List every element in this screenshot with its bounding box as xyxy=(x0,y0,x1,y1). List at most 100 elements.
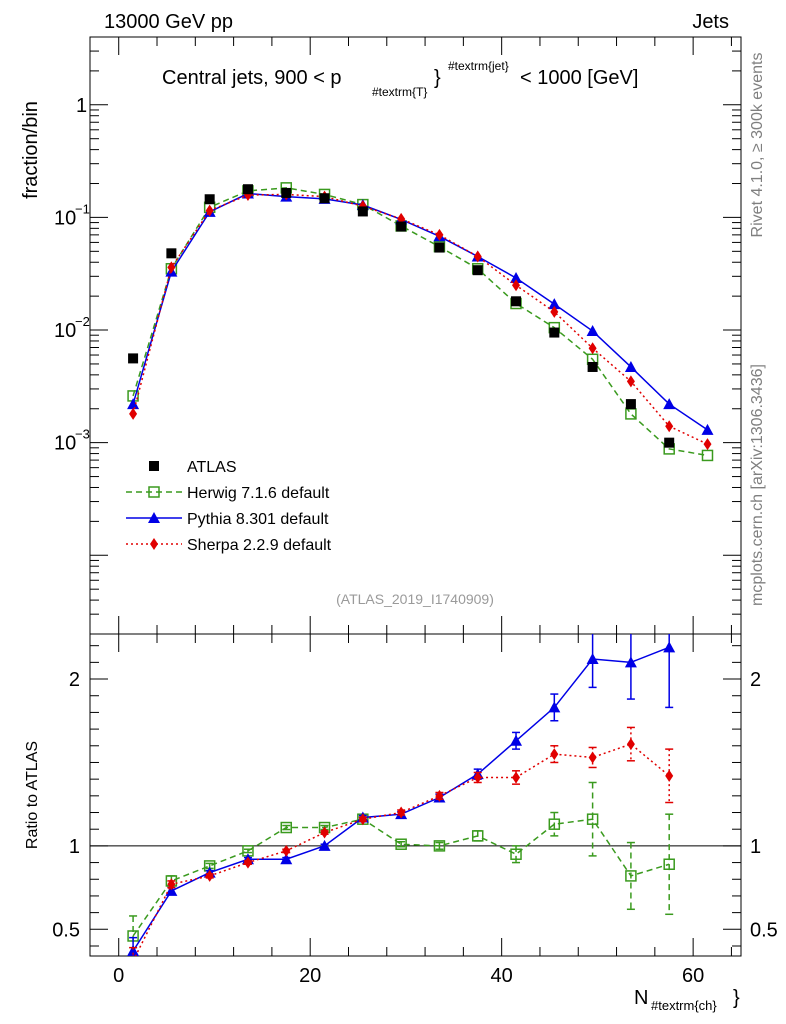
ratio-ylabel: Ratio to ATLAS xyxy=(24,741,41,849)
data-point xyxy=(132,955,134,956)
data-point xyxy=(242,184,253,195)
legend-marker xyxy=(148,486,160,498)
legend-marker xyxy=(148,512,160,523)
series-line xyxy=(132,187,708,457)
data-point xyxy=(625,399,636,410)
data-point xyxy=(550,748,559,761)
data-point xyxy=(282,844,291,857)
main-series-pythia xyxy=(127,187,714,435)
ratio-y-tick-label: 2 xyxy=(69,669,80,691)
main-axis-ticks: 110−110−210−3 xyxy=(54,36,741,635)
xlabel-brace: } xyxy=(733,987,740,1009)
main-series-layer xyxy=(127,182,714,462)
ratio-plot-frame xyxy=(89,633,742,957)
ratio-y-tick-label-right: 2 xyxy=(750,669,761,691)
x-tick-label: 40 xyxy=(491,965,513,987)
series-line xyxy=(132,818,670,937)
side-label-rivet: Rivet 4.1.0, ≥ 300k events xyxy=(749,53,766,238)
title-sup: #textrm{jet} xyxy=(448,59,509,73)
data-point xyxy=(127,944,140,956)
legend-label: Pythia 8.301 default xyxy=(187,511,329,528)
legend-item: ATLAS xyxy=(149,459,237,476)
y-tick-label: 1 xyxy=(76,95,87,117)
data-point xyxy=(243,856,252,869)
data-point xyxy=(472,265,483,276)
y-tick-label: 10 xyxy=(54,433,76,455)
data-point xyxy=(626,738,635,751)
legend-item: Pythia 8.301 default xyxy=(126,511,329,528)
title-post: < 1000 [GeV] xyxy=(520,67,638,89)
y-tick-exponent: −3 xyxy=(75,427,90,442)
legend: ATLAS Herwig 7.1.6 default Pythia 8.301 de… xyxy=(126,459,332,554)
data-point xyxy=(703,438,712,451)
xlabel-sub: #textrm{ch} xyxy=(651,998,717,1013)
y-tick-exponent: −2 xyxy=(75,314,90,329)
side-label-mcplots: mcplots.cern.ch [arXiv:1306.3436] xyxy=(749,364,766,606)
ratio-y-tick-label: 1 xyxy=(69,836,80,858)
legend-item: Sherpa 2.2.9 default xyxy=(126,537,332,554)
analysis-watermark: (ATLAS_2019_I1740909) xyxy=(336,591,494,607)
data-point xyxy=(395,838,407,850)
data-point xyxy=(665,420,674,433)
data-point xyxy=(664,437,675,448)
title-pre: Central jets, 900 < p xyxy=(162,67,342,89)
data-point xyxy=(165,884,178,896)
data-point xyxy=(129,407,138,420)
data-point xyxy=(512,771,521,784)
data-point xyxy=(167,878,176,891)
data-point xyxy=(510,848,522,860)
main-series-atlas xyxy=(128,184,675,448)
data-point xyxy=(358,813,367,826)
data-point xyxy=(548,701,561,713)
data-point xyxy=(548,298,561,310)
series-line xyxy=(134,743,670,956)
x-axis-label: N #textrm{ch} } xyxy=(634,987,740,1013)
legend-label: Herwig 7.1.6 default xyxy=(187,485,330,502)
data-point xyxy=(663,858,675,870)
data-point xyxy=(396,221,407,232)
data-point xyxy=(357,206,368,217)
data-point xyxy=(280,821,293,834)
data-point xyxy=(205,869,214,882)
ratio-y-tick-label: 0.5 xyxy=(52,919,80,941)
main-ylabel: fraction/bin xyxy=(20,101,42,199)
data-point xyxy=(280,853,293,865)
data-point xyxy=(701,449,714,462)
x-tick-label: 60 xyxy=(682,965,704,987)
data-point xyxy=(510,734,523,746)
data-point xyxy=(586,653,599,665)
data-point xyxy=(624,360,637,372)
data-point xyxy=(435,789,444,802)
data-point xyxy=(549,327,560,338)
ratio-series-pythia xyxy=(127,634,676,956)
data-point xyxy=(128,353,139,364)
data-point xyxy=(510,271,523,283)
title-sub: #textrm{T} xyxy=(372,85,427,99)
legend-item: Herwig 7.1.6 default xyxy=(126,485,330,502)
data-point xyxy=(166,248,177,259)
data-point xyxy=(626,375,635,388)
x-tick-label: 20 xyxy=(299,965,321,987)
data-point xyxy=(127,398,140,410)
series-line xyxy=(132,193,708,445)
series-line xyxy=(132,192,708,431)
data-point xyxy=(701,423,714,435)
data-point xyxy=(473,250,482,263)
data-point xyxy=(205,204,214,217)
data-point xyxy=(586,325,599,337)
data-point xyxy=(588,751,597,764)
xlabel-main: N xyxy=(634,987,648,1009)
data-point xyxy=(434,242,445,253)
data-point xyxy=(548,818,561,830)
main-title: Central jets, 900 < p #textrm{T} } #text… xyxy=(162,59,638,99)
legend-label: Sherpa 2.2.9 default xyxy=(187,537,332,554)
data-point xyxy=(624,656,637,668)
data-point xyxy=(587,361,598,372)
data-point xyxy=(319,193,330,204)
data-point xyxy=(471,830,484,842)
header-left: 13000 GeV pp xyxy=(104,11,233,33)
data-point xyxy=(511,296,522,307)
data-point xyxy=(281,187,292,198)
data-point xyxy=(588,342,597,355)
y-tick-label: 10 xyxy=(54,320,76,342)
